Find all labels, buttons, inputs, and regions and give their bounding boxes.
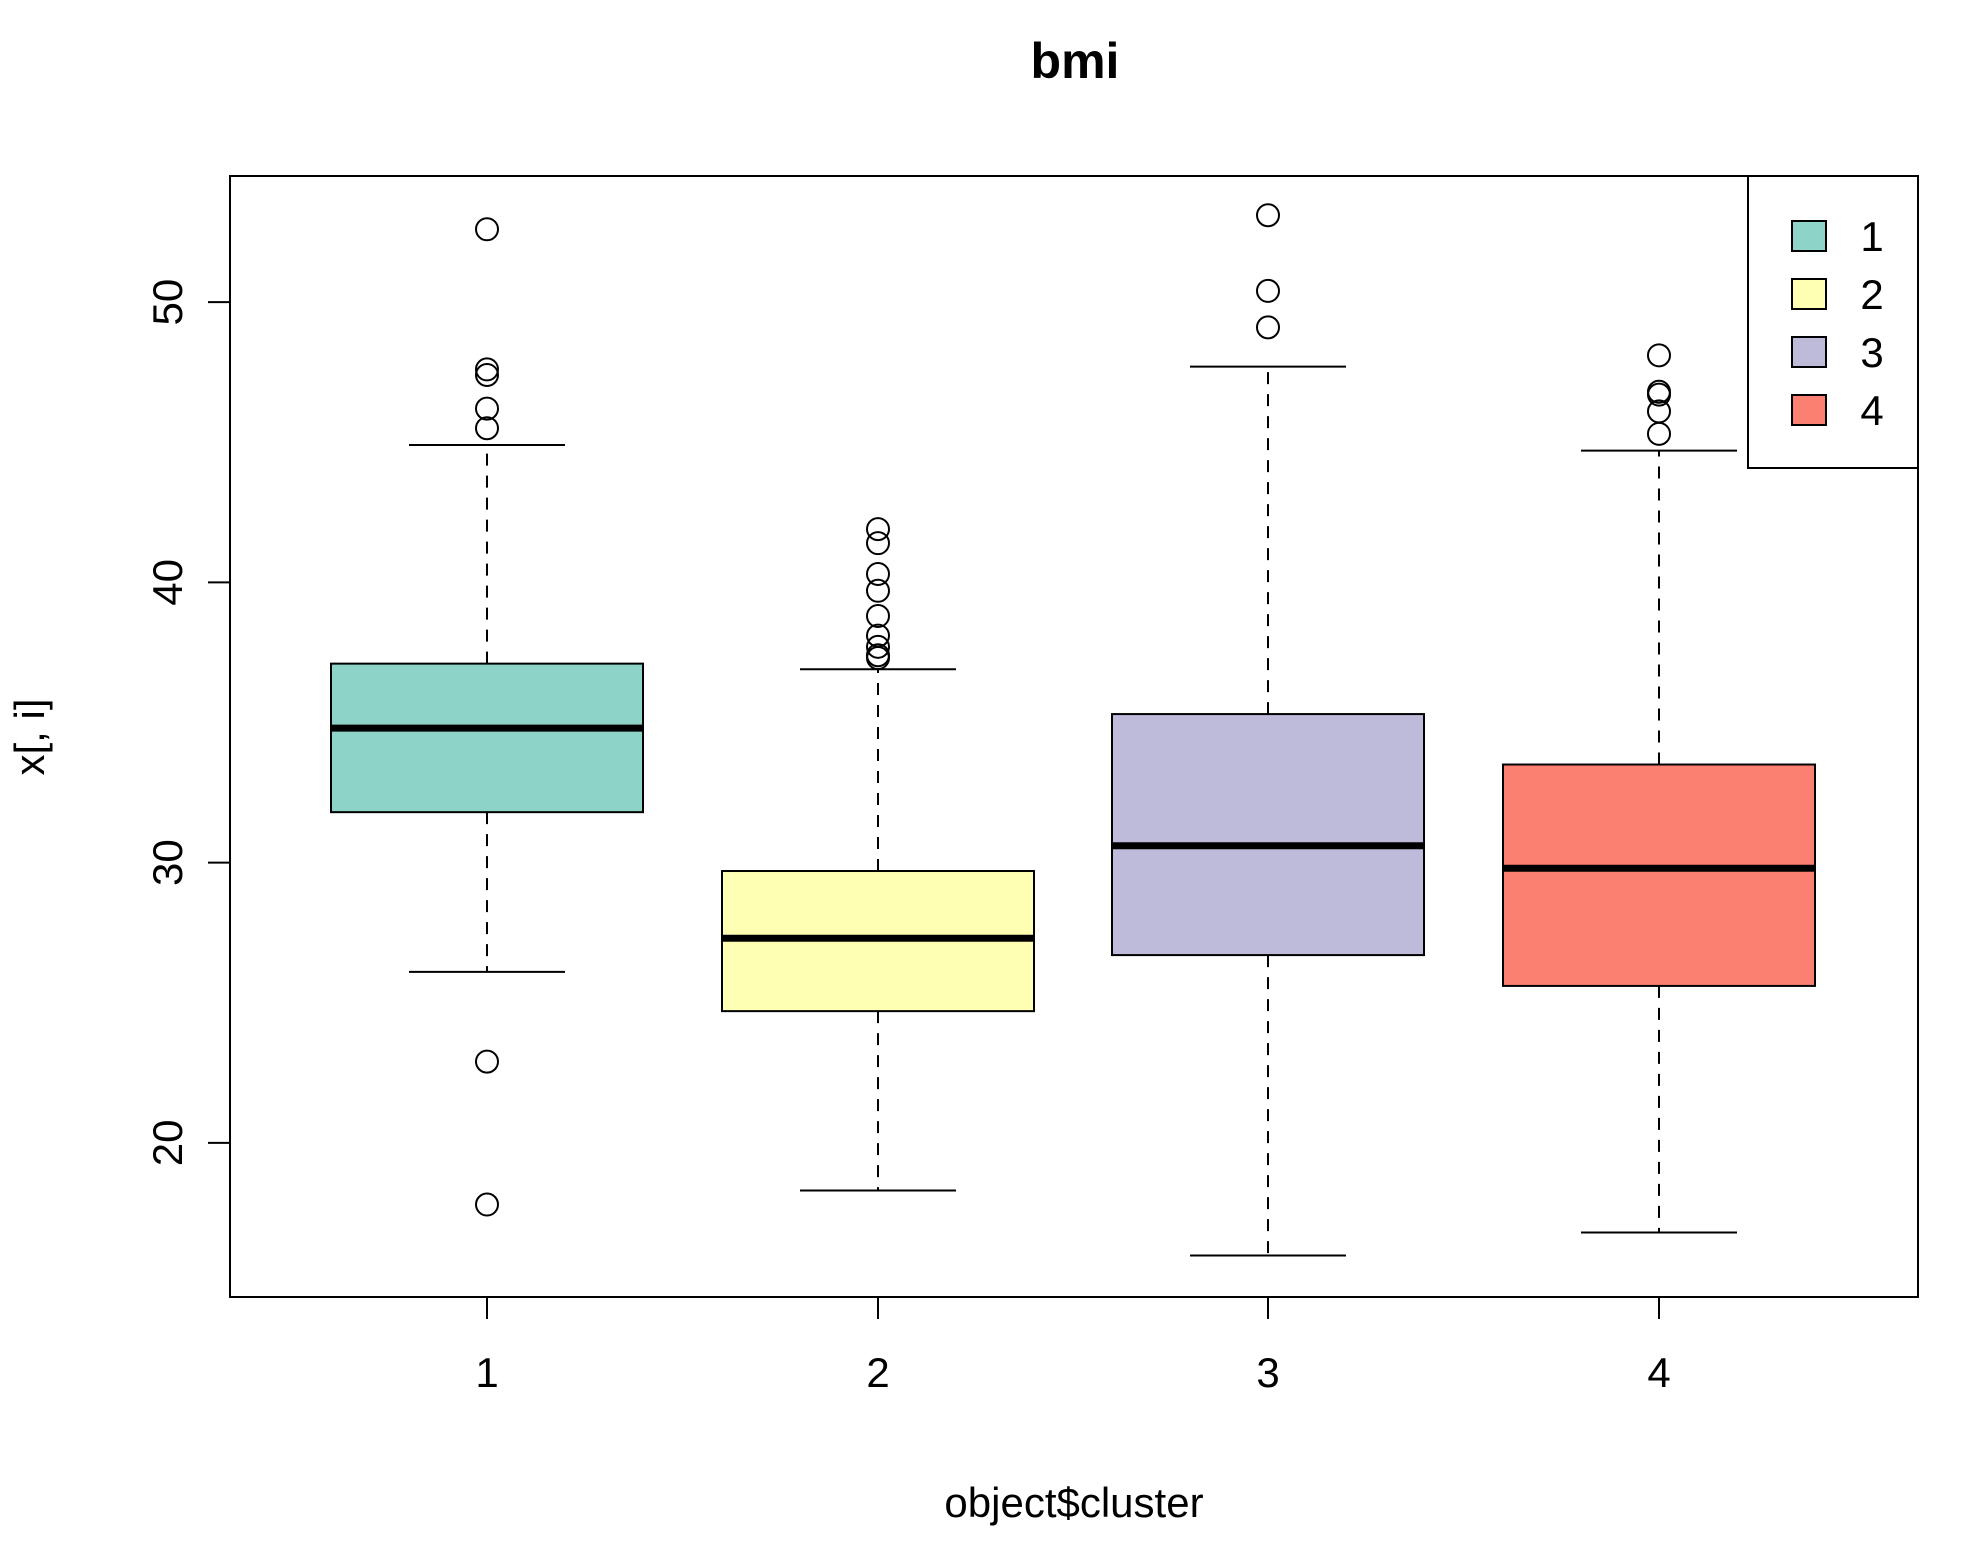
legend-label-1: 1 [1860, 213, 1883, 260]
outlier-point [1647, 421, 1671, 446]
legend-label-3: 3 [1860, 329, 1883, 376]
legend-swatch-1 [1791, 220, 1827, 252]
x-tick-label: 2 [866, 1349, 889, 1396]
outlier-point [475, 362, 499, 387]
y-axis-label: x[, i] [6, 698, 53, 775]
outlier-point [475, 1192, 499, 1217]
outlier-point [866, 517, 890, 542]
outlier-point [1647, 343, 1671, 368]
outlier-point [1256, 203, 1280, 228]
y-tick-label: 50 [144, 279, 191, 326]
legend-swatch-3 [1791, 336, 1827, 368]
outlier-point [475, 396, 499, 421]
legend-label-2: 2 [1860, 271, 1883, 318]
box-4 [1502, 763, 1816, 987]
box-group-2 [721, 517, 1035, 1192]
box-group-1 [330, 217, 644, 1217]
outlier-point [866, 531, 890, 556]
y-tick-label: 40 [144, 559, 191, 606]
x-axis-label: object$cluster [944, 1479, 1203, 1526]
y-axis: 20 30 40 50 [144, 279, 231, 1167]
chart-title: bmi [1031, 33, 1120, 89]
box-3 [1111, 713, 1425, 957]
box-group-3 [1111, 203, 1425, 1257]
x-tick-label: 1 [475, 1349, 498, 1396]
x-tick-label: 3 [1256, 1349, 1279, 1396]
box-1 [330, 662, 644, 814]
y-tick-label: 30 [144, 839, 191, 886]
box-group-4 [1502, 343, 1816, 1234]
y-tick-label: 20 [144, 1120, 191, 1167]
outlier-point [1256, 278, 1280, 303]
outlier-point [866, 578, 890, 603]
x-axis: 1 2 3 4 [475, 1296, 1671, 1396]
outlier-point [475, 1049, 499, 1074]
outlier-point [866, 603, 890, 628]
outlier-point [475, 416, 499, 441]
outlier-point [866, 646, 890, 671]
outlier-point [866, 634, 890, 659]
legend-swatch-2 [1791, 278, 1827, 310]
x-tick-label: 4 [1647, 1349, 1670, 1396]
outlier-point [475, 217, 499, 242]
outlier-point [866, 561, 890, 586]
legend-frame [1747, 175, 1919, 469]
outlier-point [1647, 382, 1671, 407]
legend-swatch-4 [1791, 394, 1827, 426]
outlier-point [475, 357, 499, 382]
outlier-point [1256, 315, 1280, 340]
legend-label-4: 4 [1860, 387, 1883, 434]
legend: 1 2 3 4 [1747, 175, 1919, 469]
boxes-layer [330, 203, 1816, 1257]
